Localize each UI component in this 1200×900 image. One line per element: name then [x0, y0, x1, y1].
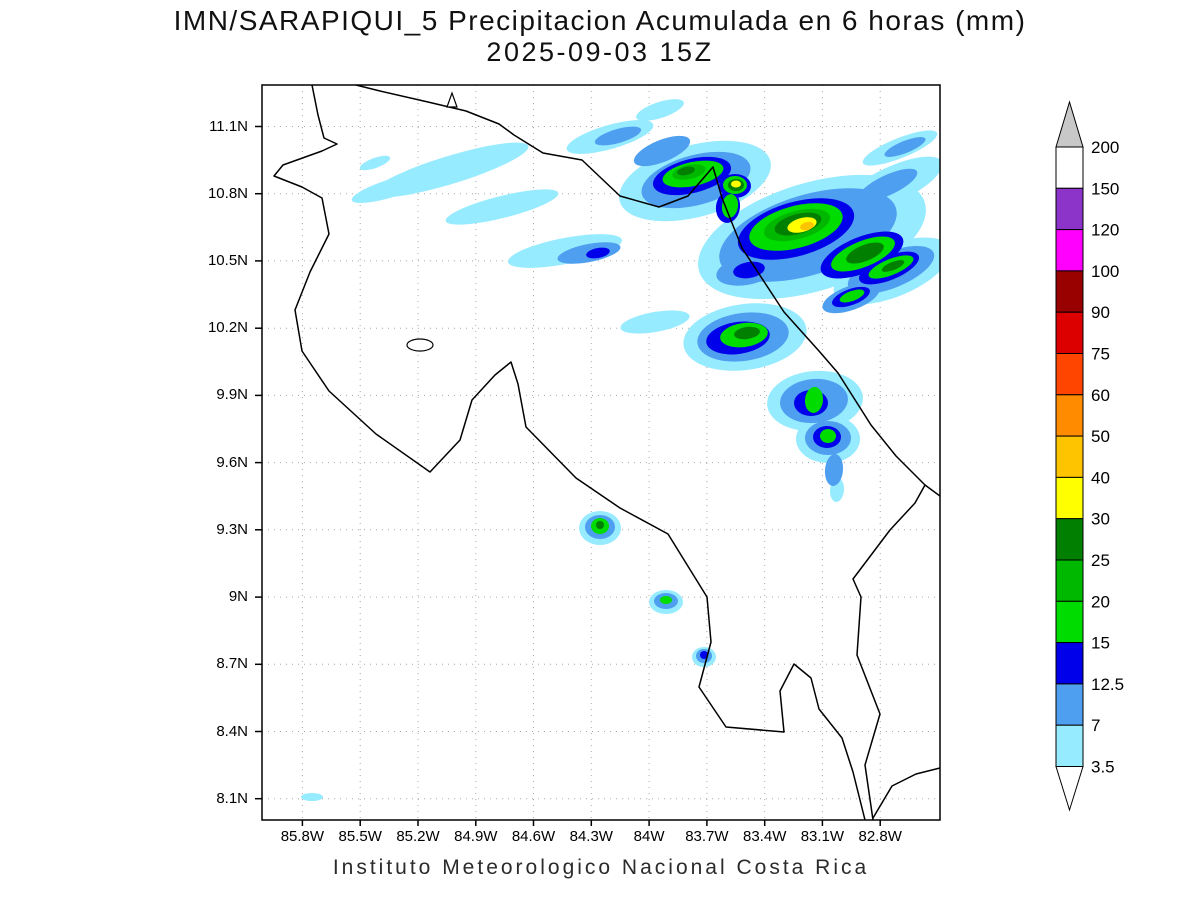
- precip-blob-3.5mm: [351, 173, 433, 203]
- colorbar-tick-label: 25: [1091, 551, 1110, 570]
- chart-title: IMN/SARAPIQUI_5 Precipitacion Acumulada …: [173, 5, 1027, 36]
- colorbar-segment: [1055, 435, 1084, 478]
- colorbar-tick-label: 15: [1091, 634, 1110, 653]
- precip-blob-25mm: [677, 166, 695, 176]
- precip-blob-7mm: [858, 168, 918, 202]
- island-outline: [406, 338, 434, 352]
- precip-blob-15mm: [839, 289, 865, 303]
- precip-blob-7mm: [633, 135, 691, 167]
- colorbar-tick-label: 30: [1091, 510, 1110, 529]
- colorbar-segment: [1055, 559, 1084, 602]
- colorbar: 200 150 120 100 90 75 60 50 40 30 25 20 15 12.5 7 3.5: [1055, 100, 1124, 812]
- colorbar-segment: [1055, 394, 1084, 437]
- colorbar-tick-label: 40: [1091, 468, 1110, 487]
- y-axis-tick-label: 11.1N: [209, 117, 248, 135]
- colorbar-tick-label: 60: [1091, 386, 1110, 405]
- colorbar-tick-label: 200: [1091, 138, 1119, 157]
- colorbar-tick-label: 12.5: [1091, 675, 1124, 694]
- colorbar-tick-label: 90: [1091, 303, 1110, 322]
- precip-blob-7mm: [824, 454, 844, 486]
- colorbar-segment: [1055, 642, 1084, 685]
- coastline: [924, 484, 940, 497]
- precip-blob-12.5mm: [733, 261, 765, 279]
- y-axis-tick-label: 9.9N: [216, 386, 248, 404]
- precip-blob-15mm: [804, 387, 824, 413]
- chart-subtitle-datetime: 2025-09-03 15Z: [486, 37, 714, 67]
- y-axis-tick-label: 8.4N: [216, 722, 248, 740]
- colorbar-tick-label: 7: [1091, 716, 1100, 735]
- y-axis-tick-label: 10.2N: [207, 319, 248, 337]
- precip-blob-7mm: [884, 137, 926, 157]
- x-axis-tick-label: 82.8W: [858, 828, 902, 845]
- precip-blob-25mm: [734, 326, 760, 340]
- y-axis-tick-label: 10.5N: [207, 251, 248, 269]
- precip-blob-25mm: [596, 521, 604, 529]
- precip-blob-3.5mm: [445, 189, 559, 225]
- colorbar-segment: [1055, 311, 1084, 354]
- island-outline: [446, 91, 458, 108]
- colorbar-segment: [1055, 518, 1084, 561]
- y-axis-tick-label: 8.1N: [216, 789, 248, 807]
- colorbar-segment: [1055, 353, 1084, 396]
- precip-blob-3.5mm: [508, 234, 622, 268]
- coastline: [273, 85, 866, 820]
- colorbar-tick-label: 100: [1091, 262, 1119, 281]
- precip-blob-15mm: [660, 596, 672, 604]
- precip-blob-40mm: [800, 221, 814, 231]
- map-frame: [261, 84, 941, 821]
- precip-blob-3.5mm: [359, 155, 391, 171]
- precip-blob-25mm: [881, 260, 905, 272]
- x-axis-tick-label: 85.5W: [338, 828, 382, 845]
- colorbar-segment: [1055, 724, 1084, 768]
- colorbar-segment: [1055, 229, 1084, 272]
- x-axis-tick-label: 84.3W: [569, 828, 613, 845]
- colorbar-tick-label: 3.5: [1091, 758, 1115, 777]
- coastline: [355, 85, 926, 820]
- colorbar-tick-label: 120: [1091, 221, 1119, 240]
- precip-blob-3.5mm: [620, 310, 690, 334]
- footer-institution-text: Instituto Meteorologico Nacional Costa R…: [332, 856, 870, 879]
- precip-blob-3.5mm: [636, 99, 684, 121]
- precip-blob-7mm: [594, 126, 642, 146]
- precip-blob-3.5mm: [301, 793, 323, 801]
- x-axis-tick-label: 84.6W: [511, 828, 556, 845]
- precip-blob-15mm: [820, 429, 836, 443]
- y-axis-tick-label: 8.7N: [216, 655, 248, 673]
- x-axis-tick-label: 83.4W: [743, 828, 787, 845]
- precip-blob-25mm: [846, 242, 884, 264]
- x-axis-tick-label: 85.8W: [280, 828, 325, 845]
- colorbar-segment: [1055, 476, 1084, 520]
- precip-blob-12.5mm: [586, 247, 610, 259]
- precip-blob-30mm: [731, 180, 741, 188]
- colorbar-segment: [1055, 146, 1084, 189]
- coastline: [872, 767, 940, 819]
- colorbar-arrow-top: [1055, 100, 1084, 148]
- colorbar-arrow-bottom: [1055, 766, 1084, 812]
- x-axis-tick-label: 84.9W: [454, 828, 498, 845]
- x-axis-tick-label: 83.1W: [800, 828, 845, 845]
- y-axis-tick-label: 9N: [228, 588, 248, 606]
- colorbar-tick-label: 150: [1091, 179, 1119, 198]
- colorbar-segment: [1055, 187, 1084, 231]
- colorbar-tick-label: 50: [1091, 427, 1110, 446]
- x-axis-tick-label: 83.7W: [685, 828, 729, 845]
- x-axis-tick-label: 84W: [633, 828, 665, 845]
- y-axis-tick-label: 9.3N: [216, 520, 248, 538]
- precip-blob-12.5mm: [700, 651, 708, 659]
- precip-blob-15mm: [721, 194, 739, 218]
- colorbar-tick-label: 20: [1091, 592, 1110, 611]
- colorbar-segment: [1055, 600, 1084, 644]
- colorbar-segment: [1055, 683, 1084, 726]
- map-layers: [262, 85, 940, 820]
- x-axis-tick-label: 85.2W: [396, 828, 440, 845]
- colorbar-tick-label: 75: [1091, 345, 1110, 364]
- colorbar-segment: [1055, 270, 1084, 313]
- y-axis-tick-label: 9.6N: [216, 453, 248, 471]
- map-plot: [255, 84, 941, 826]
- y-axis-tick-label: 10.8N: [207, 184, 248, 202]
